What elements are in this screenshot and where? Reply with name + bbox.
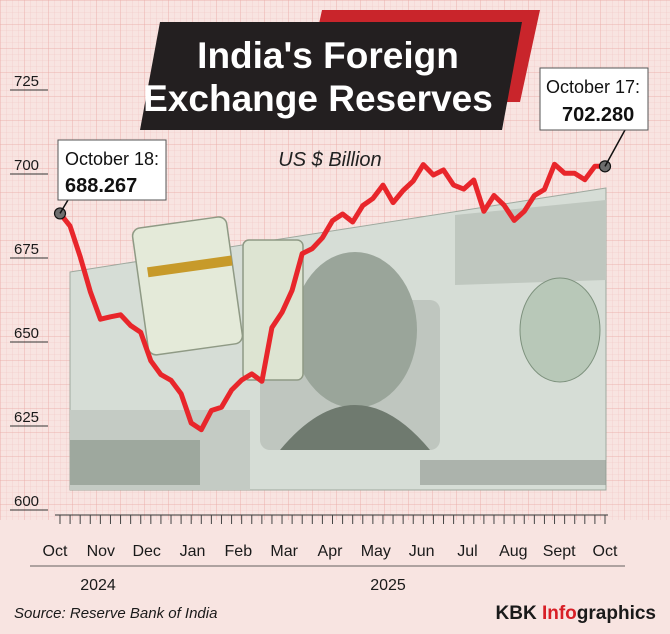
x-tick-label-sept-11: Sept [543, 543, 576, 560]
year-label-2024: 2024 [80, 577, 116, 594]
series-line [57, 161, 608, 433]
banknote-seal [519, 277, 601, 383]
title-box [140, 22, 522, 130]
portrait-head [293, 252, 417, 408]
x-tick-label-oct-0: Oct [43, 543, 68, 560]
x-tick-label-jan-3: Jan [180, 543, 206, 560]
x-tick-label-nov-1: Nov [87, 543, 115, 560]
x-tick-label-jun-8: Jun [409, 543, 435, 560]
y-tick-label-650: 650 [14, 325, 39, 342]
callout-end: October 17: 702.280 [539, 67, 649, 167]
x-tick-label-apr-6: Apr [318, 543, 344, 560]
x-tick-label-dec-2: Dec [132, 543, 160, 560]
chart-title-line2: Exchange Reserves [143, 78, 493, 119]
callout-end-leader [604, 129, 626, 167]
y-tick-label-675: 675 [14, 241, 39, 258]
callout-start: October 18: 688.267 [57, 139, 167, 214]
x-tick-label-feb-4: Feb [225, 543, 253, 560]
denomination-block [70, 440, 200, 485]
x-tick-label-mar-5: Mar [270, 543, 298, 560]
banknote-illustration [69, 187, 607, 491]
callout-end-label: October 17: [546, 77, 640, 97]
callout-end-value: 702.280 [562, 104, 634, 126]
callout-start-leader [59, 199, 69, 214]
x-axis-minor-ticks [59, 515, 606, 524]
x-tick-label-oct-12: Oct [593, 543, 618, 560]
portrait-shoulders [280, 405, 430, 450]
callout-start-value: 688.267 [65, 175, 137, 197]
title-block: India's Foreign Exchange Reserves [140, 10, 540, 130]
chart-title-line1: India's Foreign [197, 35, 459, 76]
callout-end-box [539, 67, 649, 131]
chart-subtitle: US $ Billion [278, 149, 381, 171]
y-tick-label-600: 600 [14, 493, 39, 510]
banknote-footer-band [420, 460, 606, 485]
year-label-2025: 2025 [370, 577, 406, 594]
y-tick-label-625: 625 [14, 409, 39, 426]
rolled-cash-2 [242, 239, 304, 381]
x-tick-label-aug-10: Aug [499, 543, 527, 560]
callout-start-label: October 18: [65, 149, 159, 169]
y-tick-label-700: 700 [14, 157, 39, 174]
y-tick-label-725: 725 [14, 73, 39, 90]
banknote-lettering-band [455, 200, 606, 285]
x-tick-label-may-7: May [361, 543, 391, 560]
y-axis: 725 700 675 650 625 600 [10, 73, 48, 511]
callout-start-box [57, 139, 167, 201]
brand-logo: KBK Infographics [496, 603, 656, 624]
rolled-cash-1 [131, 216, 244, 356]
x-tick-label-jul-9: Jul [457, 543, 477, 560]
x-axis: Oct Nov Dec Jan Feb Mar Apr May Jun Jul Aug Sept Oct [43, 543, 618, 560]
source-note: Source: Reserve Bank of India [14, 605, 217, 622]
